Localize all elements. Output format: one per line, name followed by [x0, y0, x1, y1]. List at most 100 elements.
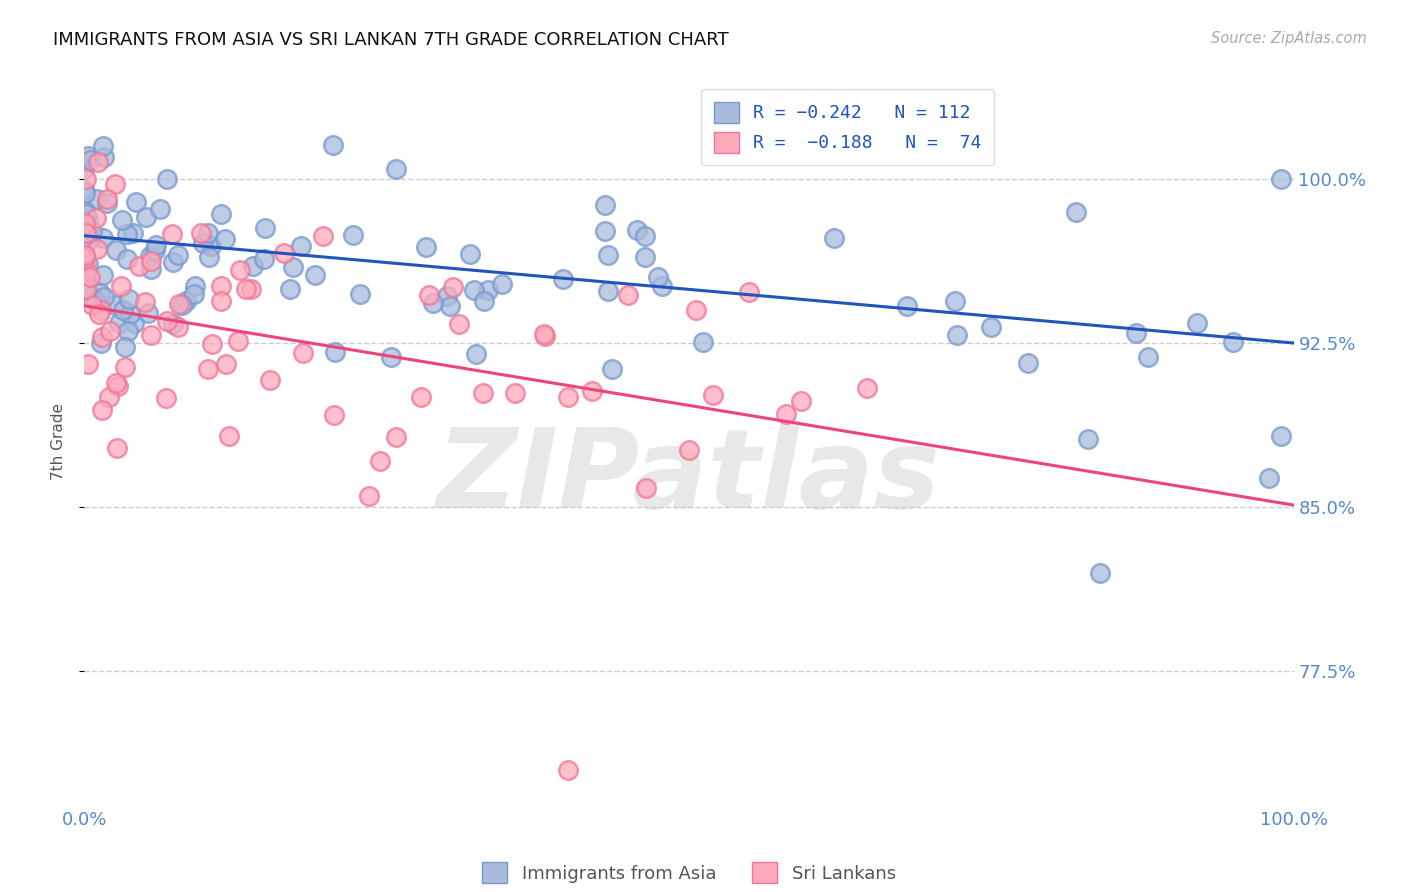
Point [598, 284, 620, 298]
Point [491, 277, 513, 292]
Point [76, 257, 98, 271]
Point [342, 228, 364, 243]
Point [91, 403, 114, 417]
Point [477, 283, 499, 297]
Point [226, 334, 249, 348]
Point [790, 393, 813, 408]
Point [128, 260, 150, 274]
Point [105, 441, 128, 455]
Point [118, 292, 141, 306]
Point [91, 139, 114, 153]
Point [945, 327, 967, 342]
Point [89, 286, 111, 301]
Point [96, 195, 118, 210]
Legend: Immigrants from Asia, Sri Lankans: Immigrants from Asia, Sri Lankans [471, 852, 907, 892]
Point [1125, 326, 1147, 341]
Point [322, 137, 344, 152]
Point [415, 240, 437, 254]
Point [75, 207, 97, 221]
Point [422, 296, 444, 310]
Point [104, 177, 127, 191]
Point [91, 231, 114, 245]
Point [104, 298, 127, 312]
Point [229, 263, 252, 277]
Point [107, 378, 129, 392]
Point [75, 226, 97, 240]
Point [174, 294, 197, 309]
Point [87, 307, 110, 321]
Point [634, 228, 657, 243]
Point [534, 328, 557, 343]
Point [464, 347, 486, 361]
Point [209, 293, 232, 308]
Point [598, 248, 620, 262]
Point [149, 202, 172, 217]
Point [191, 235, 214, 250]
Point [557, 763, 579, 777]
Point [76, 263, 98, 277]
Point [349, 287, 371, 301]
Point [117, 325, 139, 339]
Point [121, 226, 143, 240]
Point [141, 328, 163, 343]
Point [75, 277, 97, 291]
Point [79, 232, 101, 246]
Point [201, 337, 224, 351]
Point [281, 260, 304, 274]
Point [105, 376, 128, 391]
Point [775, 407, 797, 421]
Point [139, 249, 162, 263]
Point [155, 391, 177, 405]
Point [273, 245, 295, 260]
Point [114, 340, 136, 354]
Point [200, 239, 222, 253]
Point [855, 381, 877, 395]
Point [90, 335, 112, 350]
Point [198, 251, 221, 265]
Point [214, 232, 236, 246]
Point [472, 294, 495, 309]
Point [84, 211, 107, 225]
Point [162, 318, 184, 332]
Point [73, 216, 96, 230]
Point [93, 150, 115, 164]
Point [82, 298, 104, 312]
Point [75, 186, 97, 201]
Point [702, 388, 724, 402]
Point [291, 345, 314, 359]
Point [692, 335, 714, 350]
Point [1222, 334, 1244, 349]
Point [75, 247, 97, 261]
Point [125, 194, 148, 209]
Point [97, 390, 120, 404]
Point [209, 278, 232, 293]
Point [1258, 471, 1281, 485]
Point [1270, 171, 1292, 186]
Point [458, 246, 481, 260]
Point [593, 223, 616, 237]
Point [239, 282, 262, 296]
Point [323, 344, 346, 359]
Point [114, 359, 136, 374]
Point [90, 330, 112, 344]
Point [1137, 351, 1160, 365]
Point [896, 299, 918, 313]
Point [304, 268, 326, 282]
Point [73, 230, 96, 244]
Point [215, 358, 238, 372]
Point [312, 229, 335, 244]
Point [80, 224, 103, 238]
Point [170, 298, 193, 312]
Point [463, 283, 485, 297]
Point [685, 302, 707, 317]
Point [626, 223, 648, 237]
Point [167, 297, 190, 311]
Point [253, 252, 276, 266]
Text: Source: ZipAtlas.com: Source: ZipAtlas.com [1211, 31, 1367, 46]
Point [90, 303, 112, 318]
Point [86, 193, 108, 207]
Point [634, 482, 657, 496]
Point [557, 390, 579, 404]
Point [87, 155, 110, 169]
Point [259, 373, 281, 387]
